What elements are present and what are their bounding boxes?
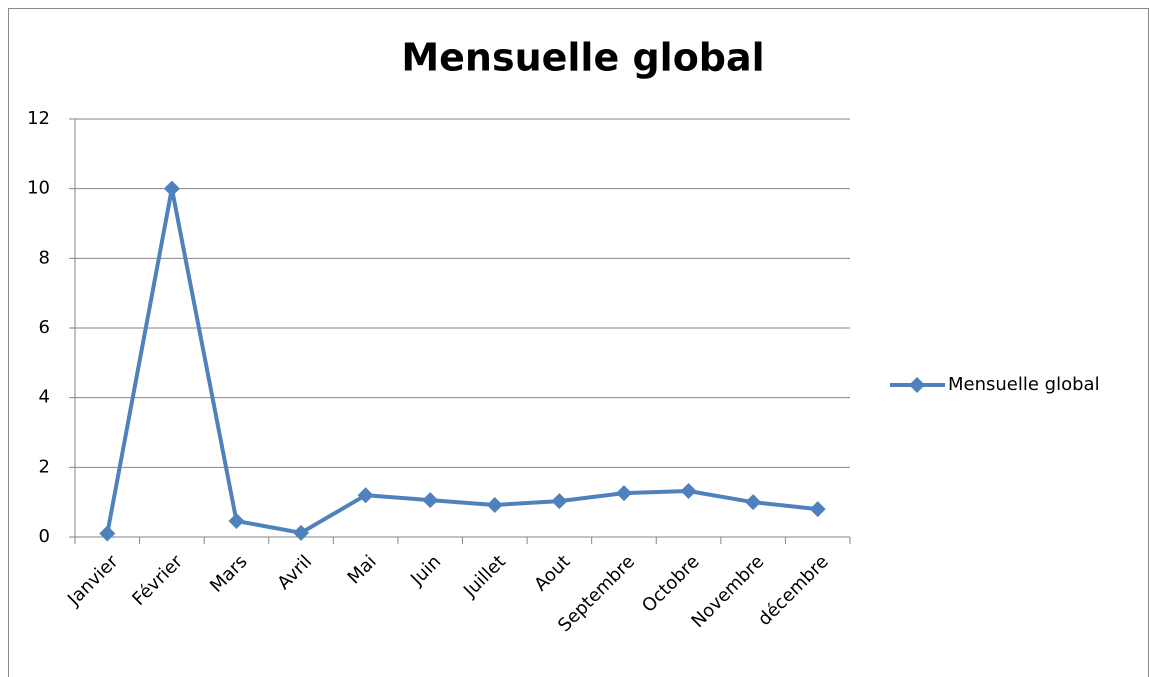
- marker: [745, 494, 762, 511]
- y-tick-label: 12: [27, 108, 50, 129]
- y-tick-label: 10: [27, 178, 50, 199]
- y-tick-label: 0: [39, 526, 50, 547]
- x-tick-label: Février: [128, 551, 187, 610]
- marker: [680, 483, 697, 500]
- x-tick-label: Juin: [406, 551, 445, 590]
- marker: [809, 501, 826, 518]
- marker: [163, 180, 180, 197]
- chart-title: Mensuelle global: [401, 36, 764, 80]
- x-tick-label: décembre: [754, 551, 833, 630]
- marker: [357, 487, 374, 504]
- x-tick-label: Avril: [273, 551, 316, 594]
- marker: [615, 485, 632, 502]
- y-tick-label: 6: [39, 317, 50, 338]
- x-tick-label: Mai: [344, 551, 381, 588]
- marker: [99, 525, 116, 542]
- chart-frame: [8, 8, 1149, 677]
- y-tick-label: 8: [39, 247, 50, 268]
- x-tick-label: Aout: [530, 551, 574, 595]
- marker: [228, 512, 245, 529]
- marker: [486, 496, 503, 513]
- y-tick-label: 2: [39, 456, 50, 477]
- y-tick-label: 4: [39, 387, 50, 408]
- x-tick-label: Juillet: [459, 551, 510, 602]
- marker: [293, 524, 310, 541]
- legend-label: Mensuelle global: [948, 374, 1100, 395]
- marker: [422, 492, 439, 509]
- series-line: [105, 186, 818, 535]
- marker: [551, 493, 568, 510]
- x-tick-label: Octobre: [638, 551, 704, 617]
- x-tick-label: Mars: [206, 551, 251, 596]
- x-tick-label: Janvier: [63, 551, 123, 611]
- marker: [909, 377, 925, 393]
